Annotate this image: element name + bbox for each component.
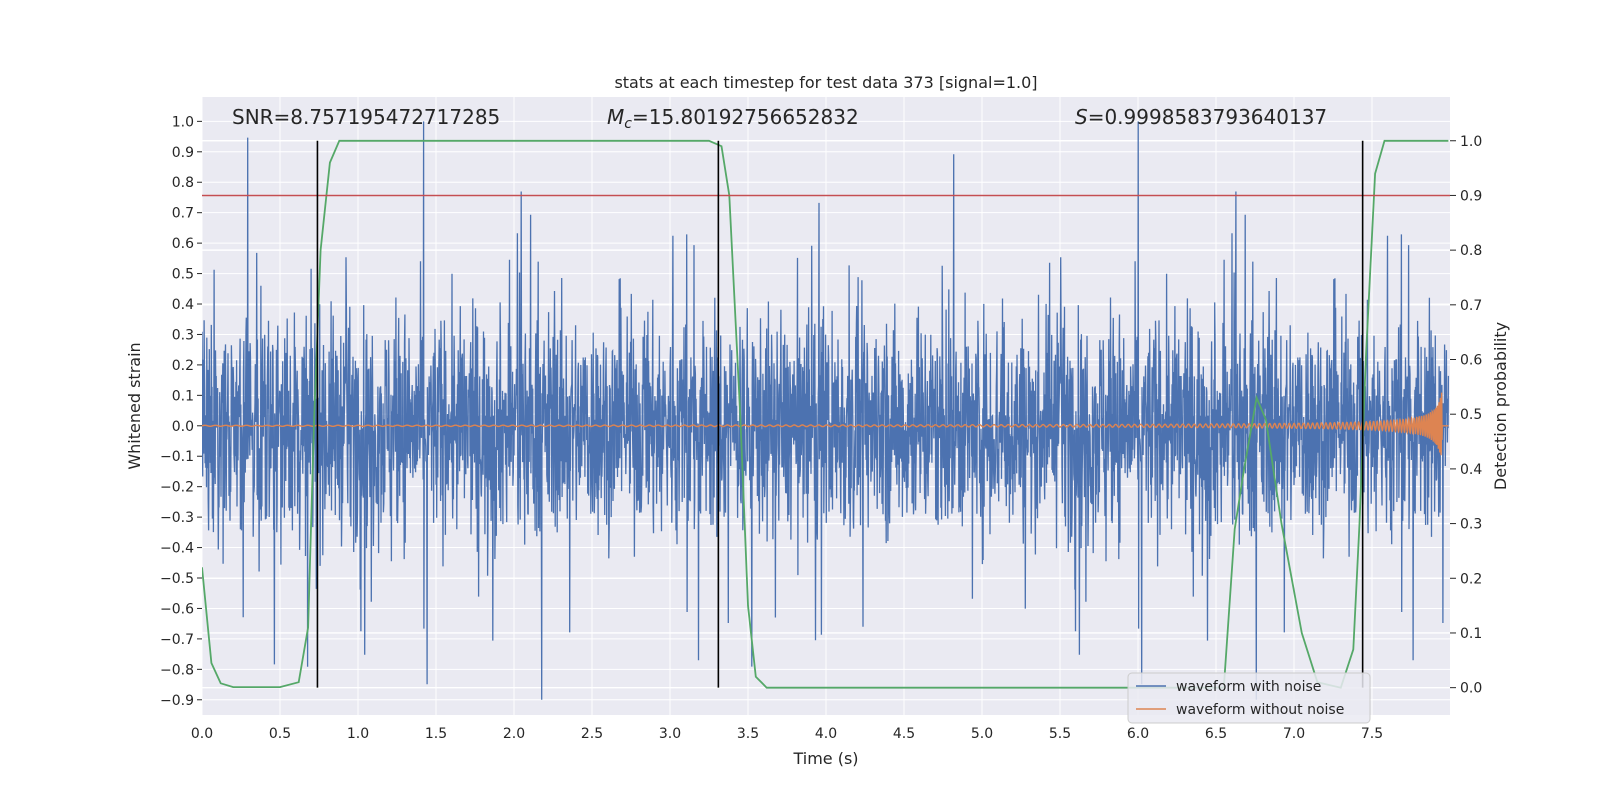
x-tick-label: 7.5 [1361,726,1383,742]
left-y-tick-label: 0.2 [172,358,194,374]
x-tick-label: 6.0 [1127,726,1149,742]
detection-probability-line [202,139,1449,689]
left-y-axis-ticks: −0.9 −0.8 −0.7 −0.6 −0.5 −0.4 −0.3 −0.2 −0.1 0.0 0… [160,114,202,709]
chirp-mass-annotation: Mc=15.80192756652832 [607,105,859,132]
snr-annotation: SNR=8.757195472717285 [232,105,500,129]
right-y-axis-label: Detection probability [1491,322,1510,490]
left-y-tick-label: −0.6 [160,601,194,617]
chirp-mass-value: =15.80192756652832 [632,105,859,129]
x-tick-label: 6.5 [1205,726,1227,742]
x-tick-label: 3.5 [737,726,759,742]
legend: waveform with noise waveform without noi… [1127,672,1371,724]
x-tick-label: 0.0 [191,726,213,742]
right-y-tick-label: 1.0 [1460,134,1482,150]
right-y-tick-label: 0.8 [1460,243,1482,259]
right-y-tick-label: 0.4 [1460,462,1482,478]
x-tick-label: 0.5 [269,726,291,742]
right-y-tick-label: 0.5 [1460,407,1482,423]
x-axis-label: Time (s) [792,749,858,768]
right-y-tick-label: 0.0 [1460,681,1482,697]
left-y-tick-label: 0.3 [172,327,194,343]
left-y-tick-label: 1.0 [172,114,194,130]
x-tick-label: 7.0 [1283,726,1305,742]
left-y-tick-label: −0.2 [160,480,194,496]
left-y-tick-label: −0.8 [160,662,194,678]
legend-label-clean: waveform without noise [1176,702,1344,718]
left-y-tick-label: 0.1 [172,388,194,404]
x-tick-label: 1.0 [347,726,369,742]
x-tick-label: 4.5 [893,726,915,742]
legend-label-noisy: waveform with noise [1176,679,1321,695]
x-tick-label: 5.0 [971,726,993,742]
left-y-tick-label: 0.9 [172,145,194,161]
x-gridlines [201,97,1373,715]
left-y-tick-label: 0.4 [172,297,194,313]
right-y-axis-ticks: 0.0 0.1 0.2 0.3 0.4 0.5 0.6 0.7 0.8 0.9 1.0 [1450,134,1482,697]
left-y-tick-label: 0.7 [172,206,194,222]
left-y-tick-label: −0.4 [160,541,194,557]
x-tick-label: 1.5 [425,726,447,742]
left-y-tick-label: −0.5 [160,571,194,587]
x-tick-label: 5.5 [1049,726,1071,742]
waveform-without-noise-line [202,392,1449,456]
vertical-markers [316,140,1364,688]
right-y-tick-label: 0.1 [1460,626,1482,642]
x-tick-label: 4.0 [815,726,837,742]
left-y-tick-label: −0.9 [160,693,194,709]
chart-title: stats at each timestep for test data 373… [614,73,1037,92]
score-value: =0.9998583793640137 [1088,105,1327,129]
x-tick-label: 2.5 [581,726,603,742]
score-annotation: S=0.9998583793640137 [1075,105,1327,129]
legend-box [1127,672,1371,724]
left-y-axis-label: Whitened strain [125,342,144,469]
left-y-tick-label: 0.0 [172,419,194,435]
chirp-mass-subscript: c [624,116,632,132]
right-y-tick-label: 0.7 [1460,298,1482,314]
chirp-mass-symbol: M [607,105,624,129]
left-y-tick-label: −0.1 [160,449,194,465]
right-y-tick-label: 0.2 [1460,571,1482,587]
x-tick-label: 2.0 [503,726,525,742]
score-symbol: S [1075,105,1088,129]
x-axis-ticks: 0.0 0.5 1.0 1.5 2.0 2.5 3.0 3.5 4.0 4.5 5.0 5.5 6.0 6… [191,726,1383,742]
right-y-tick-label: 0.6 [1460,353,1482,369]
left-y-tick-label: −0.7 [160,632,194,648]
right-y-tick-label: 0.3 [1460,517,1482,533]
right-y-tick-label: 0.9 [1460,188,1482,204]
x-tick-label: 3.0 [659,726,681,742]
left-y-tick-label: 0.8 [172,175,194,191]
left-y-tick-label: 0.5 [172,267,194,283]
left-y-tick-label: 0.6 [172,236,194,252]
left-y-tick-label: −0.3 [160,510,194,526]
